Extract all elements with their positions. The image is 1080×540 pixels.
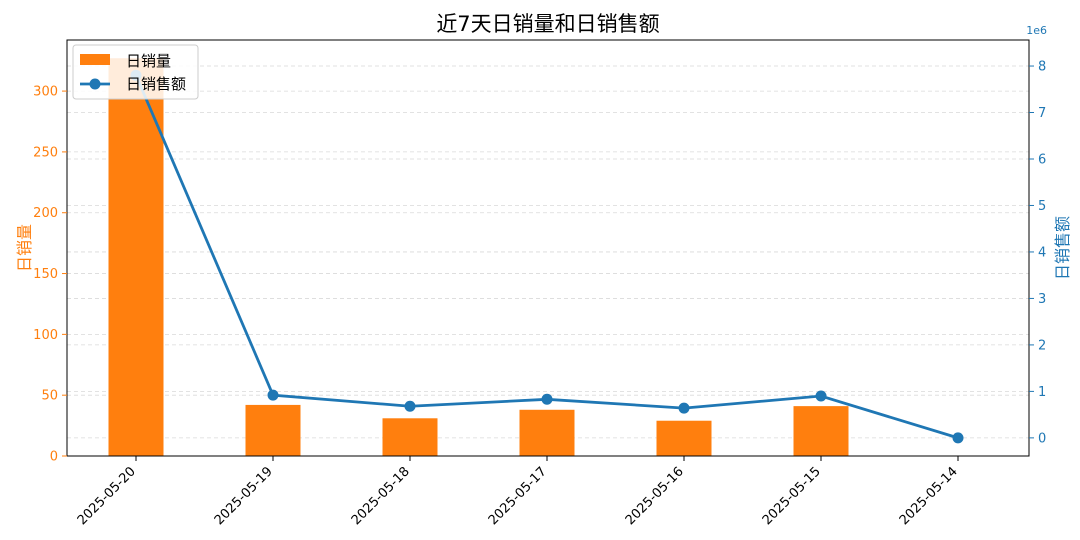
bar-series (108, 58, 849, 457)
right-tick-label: 7 (1038, 106, 1046, 121)
sales-amount-line (134, 74, 959, 440)
x-tick-label: 2025-05-14 (897, 464, 961, 528)
right-tick-label: 2 (1038, 338, 1046, 353)
right-tick-label: 6 (1038, 152, 1046, 167)
left-tick-label: 200 (33, 206, 58, 221)
legend-swatch-bar (80, 54, 110, 65)
line-point-2025-05-19 (267, 389, 279, 401)
left-tick-label: 150 (33, 267, 58, 282)
bar-2025-05-16 (656, 420, 712, 456)
x-tick-label: 2025-05-20 (75, 464, 139, 528)
chart-title: 近7天日销量和日销售额 (436, 12, 659, 36)
x-tick-label: 2025-05-19 (212, 464, 276, 528)
legend-label-line: 日销售额 (126, 75, 186, 93)
x-tick-label: 2025-05-17 (486, 464, 550, 528)
right-tick-label: 3 (1038, 292, 1046, 307)
left-tick-label: 0 (50, 450, 58, 465)
bar-2025-05-20 (108, 58, 164, 457)
legend-swatch-marker (89, 78, 101, 90)
left-tick-label: 100 (33, 328, 58, 343)
left-tick-label: 250 (33, 145, 58, 160)
plot-frame (66, 39, 1030, 457)
line-point-2025-05-14 (952, 432, 964, 444)
bar-2025-05-19 (245, 404, 301, 456)
x-tick-label: 2025-05-15 (760, 464, 824, 528)
right-axis-label: 日销售额 (1053, 216, 1072, 280)
bar-2025-05-17 (519, 409, 575, 456)
line-point-2025-05-17 (541, 393, 553, 405)
right-tick-label: 0 (1038, 431, 1046, 446)
x-tick-label: 2025-05-16 (623, 464, 687, 528)
bar-2025-05-18 (382, 418, 438, 456)
right-tick-label: 4 (1038, 245, 1046, 260)
right-axis-offset-text: 1e6 (1026, 24, 1047, 37)
legend-label-bar: 日销量 (126, 52, 171, 70)
line-point-2025-05-18 (404, 400, 416, 412)
grid-lines (67, 65, 1029, 457)
line-point-2025-05-16 (678, 402, 690, 414)
x-tick-label: 2025-05-18 (349, 464, 413, 528)
left-tick-label: 50 (41, 389, 58, 404)
left-axis-label: 日销量 (15, 224, 34, 272)
right-tick-label: 8 (1038, 60, 1046, 75)
line-point-2025-05-15 (815, 390, 827, 402)
left-tick-label: 300 (33, 85, 58, 100)
right-tick-label: 5 (1038, 199, 1046, 214)
right-tick-label: 1 (1038, 385, 1046, 400)
bar-2025-05-15 (793, 406, 849, 456)
line-series (130, 69, 964, 444)
